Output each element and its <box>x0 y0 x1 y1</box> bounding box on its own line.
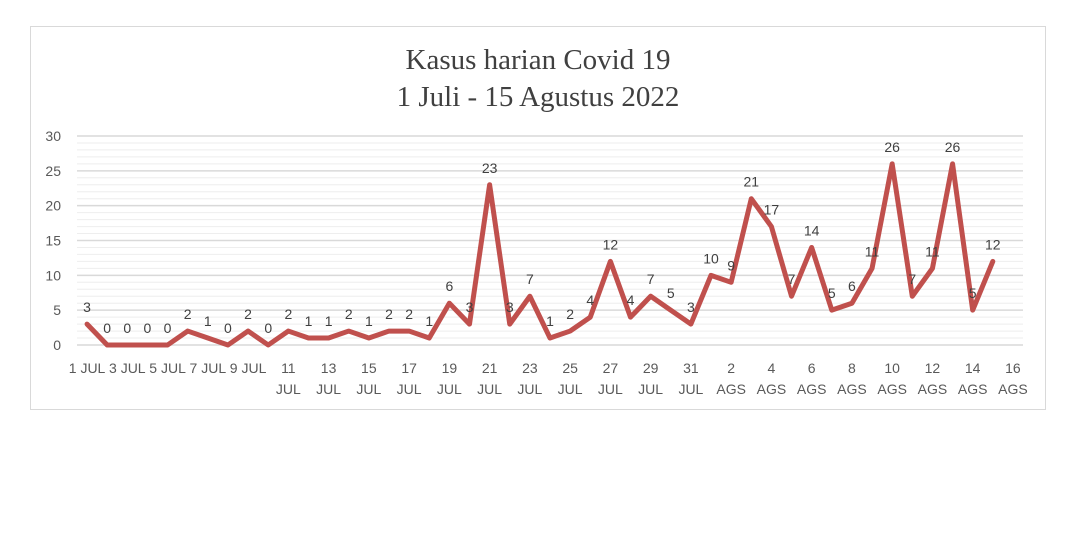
x-tick-label: 16 AGS <box>998 360 1028 397</box>
y-tick-label: 30 <box>45 128 61 144</box>
data-label: 12 <box>985 236 1001 252</box>
data-label: 5 <box>667 285 675 301</box>
x-tick-label: 14 AGS <box>958 360 988 397</box>
data-label: 1 <box>204 313 212 329</box>
data-label: 14 <box>804 222 820 238</box>
data-label: 26 <box>884 139 900 155</box>
x-tick-label: 8 AGS <box>837 360 867 397</box>
data-label: 6 <box>445 278 453 294</box>
data-label: 6 <box>848 278 856 294</box>
data-label: 12 <box>603 236 619 252</box>
x-tick-label: 17 JUL <box>397 360 422 397</box>
x-tick-label: 10 AGS <box>877 360 907 397</box>
data-label: 0 <box>164 320 172 336</box>
data-label: 21 <box>743 174 759 190</box>
data-label: 9 <box>727 257 735 273</box>
data-label: 7 <box>908 271 916 287</box>
y-tick-label: 20 <box>45 198 61 214</box>
y-tick-label: 0 <box>53 337 61 353</box>
data-label: 2 <box>345 306 353 322</box>
chart-card: Kasus harian Covid 19 1 Juli - 15 Agustu… <box>30 26 1046 410</box>
y-tick-label: 5 <box>53 302 61 318</box>
chart-title-line-2: 1 Juli - 15 Agustus 2022 <box>397 81 680 113</box>
data-label: 5 <box>969 285 977 301</box>
series-line <box>84 161 996 348</box>
data-label: 2 <box>385 306 393 322</box>
data-label: 26 <box>945 139 961 155</box>
data-label: 0 <box>144 320 152 336</box>
x-tick-label: 12 AGS <box>918 360 948 397</box>
y-tick-label: 15 <box>45 233 61 249</box>
x-tick-label: 23 JUL <box>517 360 542 397</box>
data-label: 2 <box>184 306 192 322</box>
x-tick-label: 29 JUL <box>638 360 663 397</box>
data-label: 1 <box>546 313 554 329</box>
y-tick-label: 25 <box>45 163 61 179</box>
x-tick-label: 2 AGS <box>716 360 746 397</box>
chart-title-line-1: Kasus harian Covid 19 <box>406 44 671 76</box>
data-label: 23 <box>482 160 498 176</box>
data-label: 11 <box>865 243 880 259</box>
data-label: 1 <box>365 313 373 329</box>
data-label: 2 <box>244 306 252 322</box>
x-tick-label: 15 JUL <box>356 360 381 397</box>
x-tick-label: 21 JUL <box>477 360 502 397</box>
data-label: 0 <box>103 320 111 336</box>
data-label: 10 <box>703 250 719 266</box>
data-label: 1 <box>325 313 333 329</box>
data-label: 4 <box>627 292 635 308</box>
data-label: 1 <box>425 313 433 329</box>
data-label: 0 <box>224 320 232 336</box>
data-label: 0 <box>123 320 131 336</box>
data-label: 7 <box>647 271 655 287</box>
data-label: 7 <box>526 271 534 287</box>
x-tick-label: 11 JUL <box>276 360 301 397</box>
data-label: 2 <box>566 306 574 322</box>
data-label: 3 <box>466 299 474 315</box>
data-label: 3 <box>506 299 514 315</box>
data-label: 17 <box>764 202 780 218</box>
data-label: 3 <box>83 299 91 315</box>
data-label: 0 <box>264 320 272 336</box>
data-label: 5 <box>828 285 836 301</box>
x-tick-label: 27 JUL <box>598 360 623 397</box>
x-tick-label: 9 JUL <box>230 360 267 376</box>
data-label: 2 <box>405 306 413 322</box>
x-tick-label: 4 AGS <box>757 360 787 397</box>
x-tick-label: 6 AGS <box>797 360 827 397</box>
line-chart: Kasus harian Covid 19 1 Juli - 15 Agustu… <box>45 44 1028 397</box>
y-tick-label: 10 <box>45 267 61 283</box>
x-tick-label: 5 JUL <box>149 360 186 376</box>
data-label: 11 <box>925 243 940 259</box>
x-tick-label: 13 JUL <box>316 360 341 397</box>
data-label: 2 <box>284 306 292 322</box>
x-tick-label: 25 JUL <box>558 360 583 397</box>
data-label: 3 <box>687 299 695 315</box>
data-label: 1 <box>305 313 313 329</box>
x-tick-label: 7 JUL <box>190 360 227 376</box>
data-label: 7 <box>788 271 796 287</box>
x-tick-label: 31 JUL <box>678 360 703 397</box>
x-tick-label: 1 JUL <box>69 360 106 376</box>
x-tick-label: 19 JUL <box>437 360 462 397</box>
data-label: 4 <box>586 292 594 308</box>
x-tick-label: 3 JUL <box>109 360 146 376</box>
